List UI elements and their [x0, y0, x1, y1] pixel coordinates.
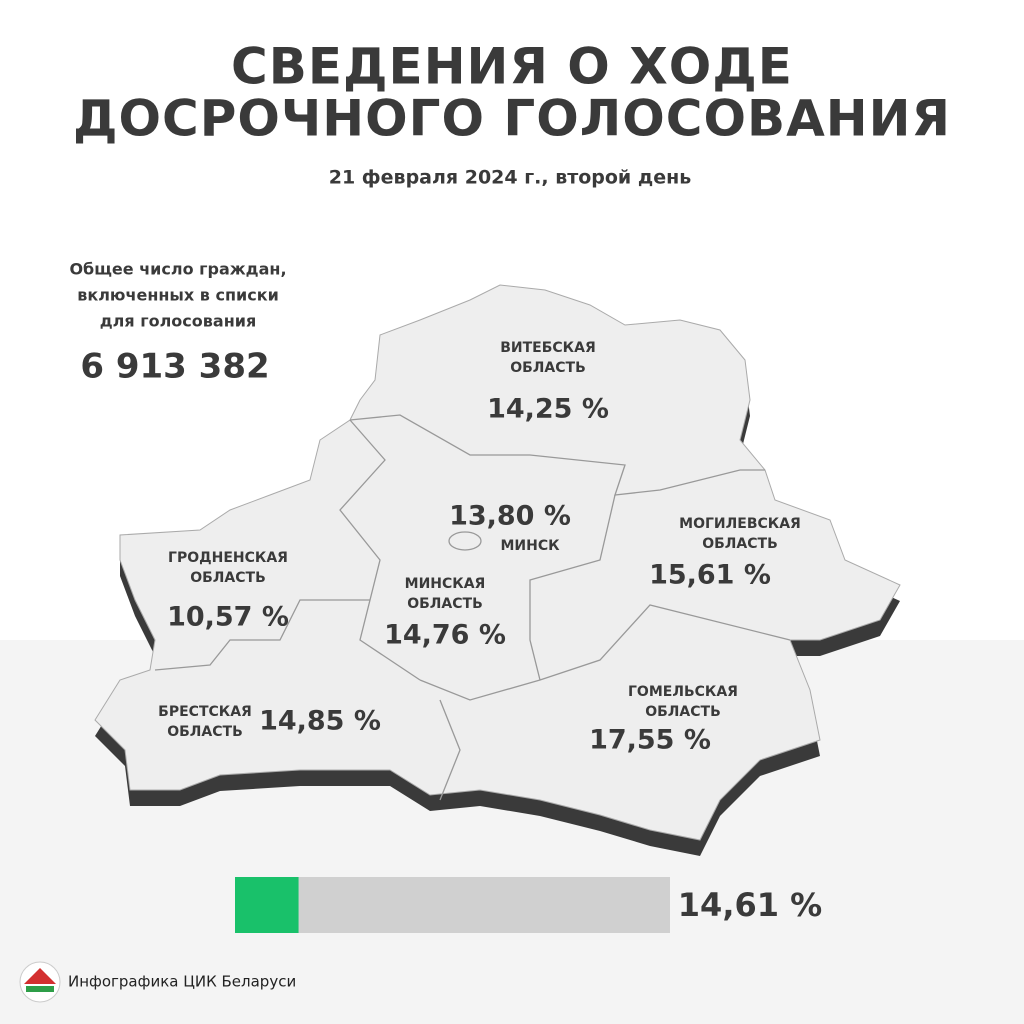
region-name: ОБЛАСТЬ: [407, 596, 483, 612]
region-name: МИНСК: [500, 538, 560, 554]
region-border: [419, 604, 791, 701]
minsk-city: [448, 531, 482, 551]
region-value: 10,57 %: [167, 602, 289, 633]
region-name: ОБЛАСТЬ: [190, 570, 266, 586]
voters-caption: для голосования: [100, 312, 256, 331]
subtitle: 21 февраля 2024 г., второй день: [329, 167, 691, 189]
total-label: 14,61 %: [678, 886, 822, 924]
map-outline: [94, 284, 901, 841]
logo-roof: [24, 968, 56, 984]
region-value: 13,80 %: [449, 501, 571, 532]
region-name: ОБЛАСТЬ: [702, 536, 778, 552]
region-name: ОБЛАСТЬ: [510, 360, 586, 376]
region-name: ОБЛАСТЬ: [645, 704, 721, 720]
region-value: 14,76 %: [384, 620, 506, 651]
region-name: МИНСКАЯ: [405, 576, 486, 592]
region-value: 14,25 %: [487, 394, 609, 425]
region-name: ГОМЕЛЬСКАЯ: [628, 684, 738, 700]
title-line: ДОСРОЧНОГО ГОЛОСОВАНИЯ: [73, 90, 951, 148]
region-value: 17,55 %: [589, 725, 711, 756]
region-name: МОГИЛЕВСКАЯ: [679, 516, 801, 532]
region-value: 15,61 %: [649, 560, 771, 591]
voters-count: 6 913 382: [80, 347, 269, 387]
voters-caption: включенных в списки: [77, 286, 279, 305]
region-border: [339, 419, 421, 681]
region-border: [529, 494, 616, 681]
voters-caption: Общее число граждан,: [69, 260, 286, 279]
region-border: [154, 599, 370, 671]
footer-credit: Инфографика ЦИК Беларуси: [68, 973, 296, 991]
region-name: ВИТЕБСКАЯ: [500, 340, 596, 356]
region-name: ГРОДНЕНСКАЯ: [168, 550, 288, 566]
region-name: ОБЛАСТЬ: [167, 724, 243, 740]
logo: [19, 961, 61, 1003]
region-border: [439, 699, 461, 801]
region-name: БРЕСТСКАЯ: [158, 704, 252, 720]
region-border: [349, 414, 765, 496]
logo-stripe: [26, 986, 54, 992]
map: [94, 284, 901, 856]
title-line: СВЕДЕНИЯ О ХОДЕ: [231, 38, 793, 96]
progress-fill: [235, 877, 299, 933]
progress-track: [235, 877, 670, 933]
region-value: 14,85 %: [259, 706, 381, 737]
